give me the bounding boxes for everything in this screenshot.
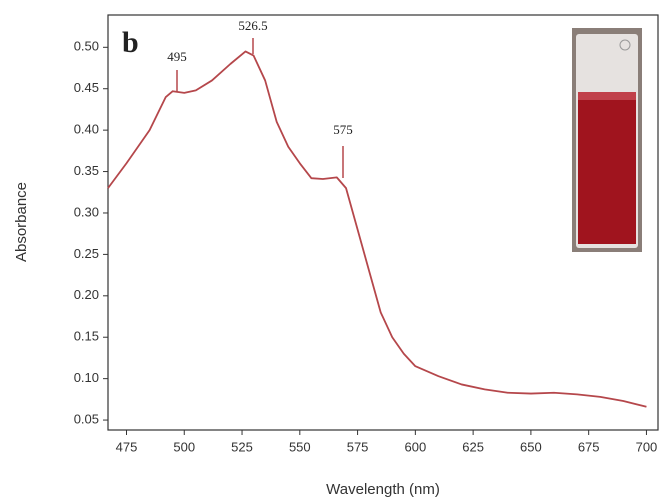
plot-frame [107, 14, 659, 431]
y-axis-title: Absorbance [13, 182, 30, 262]
y-tick-label: 0.20 [74, 287, 99, 302]
y-tick-label: 0.40 [74, 122, 99, 137]
y-tick-label: 0.25 [74, 246, 99, 261]
x-tick-label: 600 [405, 439, 427, 454]
annotation: 526.5 [238, 18, 267, 33]
x-tick-label: 475 [116, 439, 138, 454]
y-tick-label: 0.30 [74, 204, 99, 219]
x-tick-label: 650 [520, 439, 542, 454]
x-axis-title: Wavelength (nm) [326, 481, 440, 498]
y-tick-label: 0.10 [74, 370, 99, 385]
y-tick-label: 0.05 [74, 411, 99, 426]
line-series [107, 50, 647, 408]
meniscus [578, 92, 636, 100]
annotation: 495 [167, 49, 187, 64]
annotation: 575 [333, 122, 353, 137]
panel-label: b [122, 26, 139, 59]
y-tick-label: 0.50 [74, 39, 99, 54]
x-tick-label: 575 [347, 439, 369, 454]
x-tick-label: 525 [231, 439, 253, 454]
x-tick-label: 625 [462, 439, 484, 454]
annotations: 495 526.5 575 [167, 18, 353, 178]
y-tick-label: 0.15 [74, 329, 99, 344]
x-tick-label: 675 [578, 439, 600, 454]
x-tick-label: 700 [636, 439, 658, 454]
cuvette-photo [572, 28, 642, 252]
y-tick-label: 0.45 [74, 80, 99, 95]
cap [619, 39, 631, 51]
x-tick-label: 500 [173, 439, 195, 454]
y-tick-label: 0.35 [74, 163, 99, 178]
liquid [578, 92, 636, 244]
x-tick-label: 550 [289, 439, 311, 454]
